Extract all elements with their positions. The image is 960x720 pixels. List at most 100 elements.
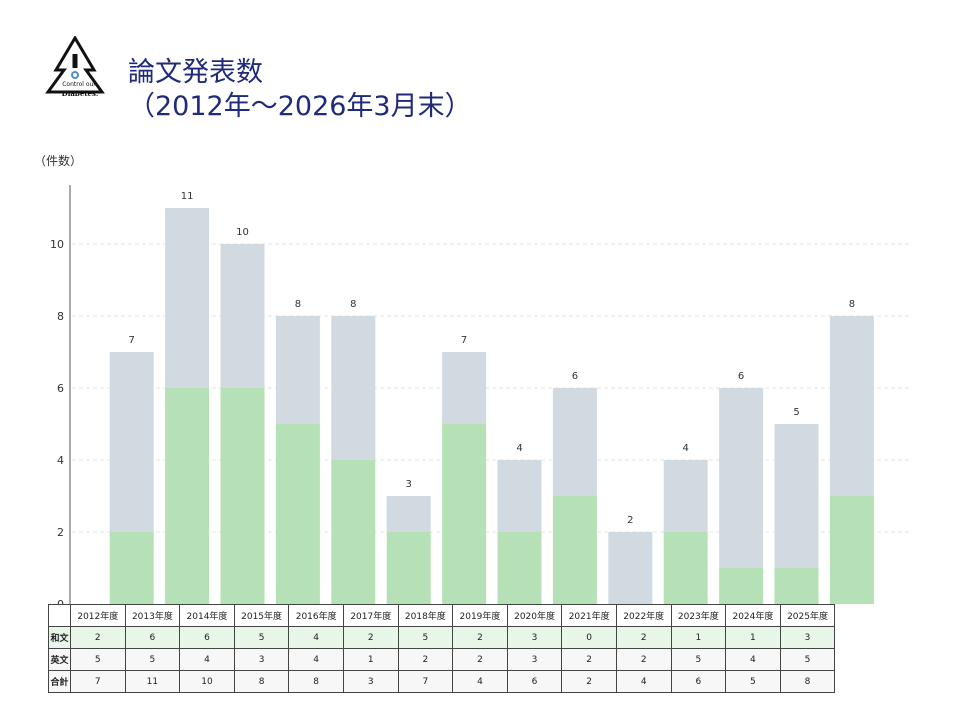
bar-japanese [442, 424, 487, 604]
table-cell: 5 [779, 648, 836, 671]
bar-english [331, 316, 376, 460]
table-cell: 5 [725, 670, 781, 693]
table-cell: 2012年度 [70, 604, 126, 627]
table-cell: 11 [124, 670, 181, 693]
control-our-diabetes-logo: Control our Diabetes. [44, 35, 106, 100]
table-cell: 2 [452, 648, 508, 671]
bar-total-label: 7 [129, 335, 135, 346]
table-cell: 3 [779, 626, 836, 649]
bar-total-label: 2 [627, 515, 633, 526]
table-cell: 3 [233, 648, 290, 671]
bar-total-label: 5 [793, 407, 799, 418]
bar-japanese [386, 532, 431, 604]
bar-total-label: 7 [461, 335, 467, 346]
table-cell: 6 [124, 626, 181, 649]
bar-english [109, 352, 154, 532]
bar-total-label: 3 [406, 479, 412, 490]
y-tick-label: 10 [50, 238, 64, 251]
bar-english [442, 352, 487, 424]
page-title-line2: （2012年～2026年3月末） [128, 91, 472, 122]
y-tick-label: 4 [57, 454, 64, 467]
table-cell: 2 [561, 648, 617, 671]
table-cell: 2018年度 [397, 604, 454, 627]
page-title: 論文発表数 （2012年～2026年3月末） [128, 56, 472, 124]
table-row-total: 合計 7 11 10 8 8 3 7 4 6 2 4 6 5 8 [48, 670, 836, 693]
table-cell: 4 [179, 648, 235, 671]
table-cell: 5 [670, 648, 727, 671]
y-axis-unit-label: （件数） [34, 154, 83, 168]
table-cell: 4 [615, 670, 672, 693]
table-cell: 2 [70, 626, 126, 649]
table-cell: 1 [725, 626, 781, 649]
table-cell: 6 [179, 626, 235, 649]
bar-english [552, 388, 597, 496]
table-cell: 2 [561, 670, 617, 693]
table-cell: 6 [670, 670, 727, 693]
bar-japanese [719, 568, 764, 604]
table-cell: 2015年度 [233, 604, 290, 627]
table-cell: 4 [452, 670, 508, 693]
table-row-header [48, 604, 71, 627]
table-row-japanese: 和文 2 6 6 5 4 2 5 2 3 0 2 1 1 3 [48, 626, 836, 649]
table-cell: 7 [397, 670, 454, 693]
table-cell: 3 [506, 626, 563, 649]
bar-english [165, 208, 210, 388]
table-cell: 2 [615, 648, 672, 671]
table-cell: 2025年度 [779, 604, 836, 627]
y-tick-label: 6 [57, 382, 64, 395]
table-cell: 2 [342, 626, 399, 649]
table-cell: 2024年度 [725, 604, 781, 627]
bar-total-label: 8 [350, 299, 356, 310]
bar-japanese [109, 532, 154, 604]
table-cell: 3 [342, 670, 399, 693]
table-cell: 2 [397, 648, 454, 671]
bar-total-label: 6 [738, 371, 744, 382]
bar-japanese [497, 532, 542, 604]
table-cell: 2 [452, 626, 508, 649]
y-axis-ticks: 0246810 [50, 238, 64, 610]
bar-total-label: 8 [295, 299, 301, 310]
bar-total-label: 8 [849, 299, 855, 310]
bar-english [497, 460, 542, 532]
table-cell: 2023年度 [670, 604, 727, 627]
table-cell: 2013年度 [124, 604, 181, 627]
table-cell: 2021年度 [561, 604, 617, 627]
table-cell: 2020年度 [506, 604, 563, 627]
bar-total-label: 10 [236, 227, 249, 238]
bar-japanese [331, 460, 376, 604]
bar-japanese [220, 388, 265, 604]
table-cell: 2016年度 [288, 604, 344, 627]
table-cell: 5 [70, 648, 126, 671]
table-row-header: 和文 [48, 626, 71, 649]
table-cell: 7 [70, 670, 126, 693]
chart-bars [109, 208, 874, 604]
table-cell: 6 [506, 670, 563, 693]
bar-japanese [165, 388, 210, 604]
bar-english [386, 496, 431, 532]
table-row-header: 英文 [48, 648, 71, 671]
bar-english [829, 316, 874, 496]
table-cell: 2 [615, 626, 672, 649]
table-cell: 2014年度 [179, 604, 235, 627]
table-cell: 1 [670, 626, 727, 649]
table-header-row: 2012年度 2013年度 2014年度 2015年度 2016年度 2017年度 2018… [48, 604, 836, 627]
bar-japanese [275, 424, 320, 604]
bar-english [608, 532, 653, 604]
bar-english [719, 388, 764, 568]
y-tick-label: 2 [57, 526, 64, 539]
logo-text-line1: Control our [62, 81, 96, 88]
y-tick-label: 8 [57, 310, 64, 323]
bar-english [220, 244, 265, 388]
bar-japanese [774, 568, 819, 604]
table-cell: 4 [288, 648, 344, 671]
table-row-english: 英文 5 5 4 3 4 1 2 2 3 2 2 5 4 5 [48, 648, 836, 671]
bar-total-label: 11 [181, 191, 194, 202]
table-cell: 3 [506, 648, 563, 671]
table-cell: 5 [397, 626, 454, 649]
table-cell: 8 [779, 670, 836, 693]
table-cell: 2017年度 [342, 604, 399, 627]
page-title-line1: 論文発表数 [128, 57, 263, 88]
table-cell: 4 [288, 626, 344, 649]
table-cell: 1 [342, 648, 399, 671]
